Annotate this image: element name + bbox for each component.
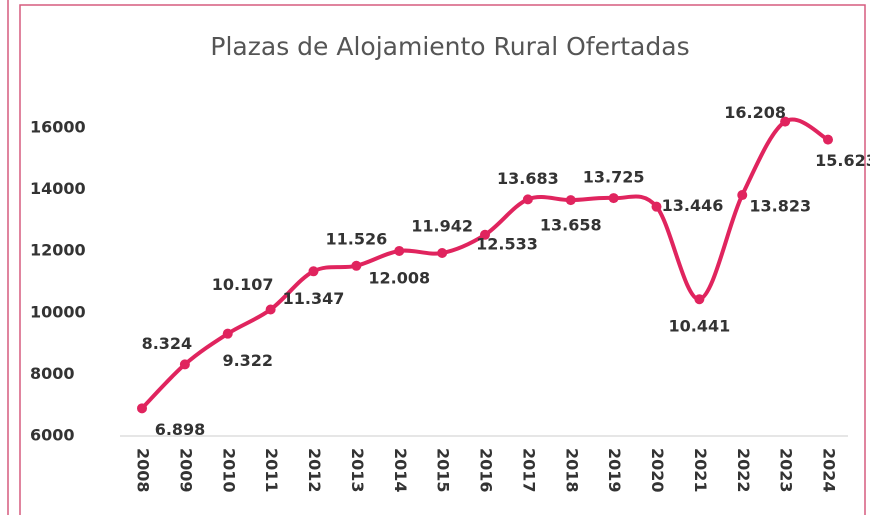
point	[137, 403, 147, 414]
point	[565, 195, 576, 206]
data-label: 13.683	[497, 169, 559, 188]
point	[265, 304, 276, 315]
x-tick-label: 2022	[734, 448, 753, 493]
point	[823, 134, 833, 145]
x-tick-label: 2018	[562, 448, 581, 493]
point	[437, 247, 448, 258]
y-tick-label: 12000	[30, 241, 86, 260]
y-tick-label: 10000	[30, 302, 86, 321]
data-label: 11.526	[326, 229, 388, 248]
point	[308, 266, 319, 277]
chart-title: Plazas de Alojamiento Rural Ofertadas	[210, 32, 689, 61]
data-label: 15.623	[815, 151, 870, 170]
x-tick-label: 2020	[648, 448, 667, 493]
data-label: 13.725	[583, 168, 645, 187]
y-tick-label: 8000	[30, 364, 75, 383]
data-label: 6.898	[155, 420, 206, 439]
data-label: 16.208	[724, 103, 786, 122]
x-tick-label: 2008	[134, 448, 153, 493]
data-label: 12.533	[476, 234, 538, 253]
x-tick-label: 2019	[605, 448, 624, 493]
point	[608, 193, 619, 204]
data-label: 13.658	[540, 216, 602, 235]
point	[351, 260, 362, 271]
point	[394, 245, 405, 256]
x-tick-label: 2017	[519, 448, 538, 493]
x-tick-label: 2021	[691, 448, 710, 493]
x-tick-label: 2010	[219, 448, 238, 493]
x-tick-label: 2011	[262, 448, 281, 493]
data-label: 10.107	[212, 275, 274, 294]
y-tick-label: 16000	[30, 118, 86, 137]
x-tick-label: 2015	[434, 448, 453, 493]
point	[651, 201, 662, 212]
data-label: 13.446	[662, 196, 724, 215]
x-tick-label: 2012	[305, 448, 324, 493]
point	[694, 294, 705, 305]
x-tick-label: 2023	[777, 448, 796, 493]
line	[140, 117, 830, 410]
point	[780, 116, 791, 127]
point	[179, 359, 190, 370]
y-tick-label: 6000	[30, 426, 75, 445]
frame	[19, 4, 866, 515]
data-label: 11.347	[283, 289, 345, 308]
x-tick-label: 2014	[391, 448, 410, 493]
point	[222, 328, 233, 339]
x-tick-label: 2013	[348, 448, 367, 493]
data-label: 12.008	[368, 268, 430, 287]
data-label: 11.942	[411, 216, 473, 235]
point	[737, 190, 748, 201]
y-tick-label: 14000	[30, 179, 86, 198]
x-tick-label: 2009	[176, 448, 195, 493]
data-label: 8.324	[142, 334, 193, 353]
x-tick-label: 2016	[477, 448, 496, 493]
point	[522, 194, 533, 205]
data-label: 10.441	[669, 317, 731, 336]
data-label: 13.823	[749, 197, 811, 216]
point	[480, 229, 490, 240]
x-tick-label: 2024	[820, 448, 839, 493]
data-label: 9.322	[222, 351, 273, 370]
